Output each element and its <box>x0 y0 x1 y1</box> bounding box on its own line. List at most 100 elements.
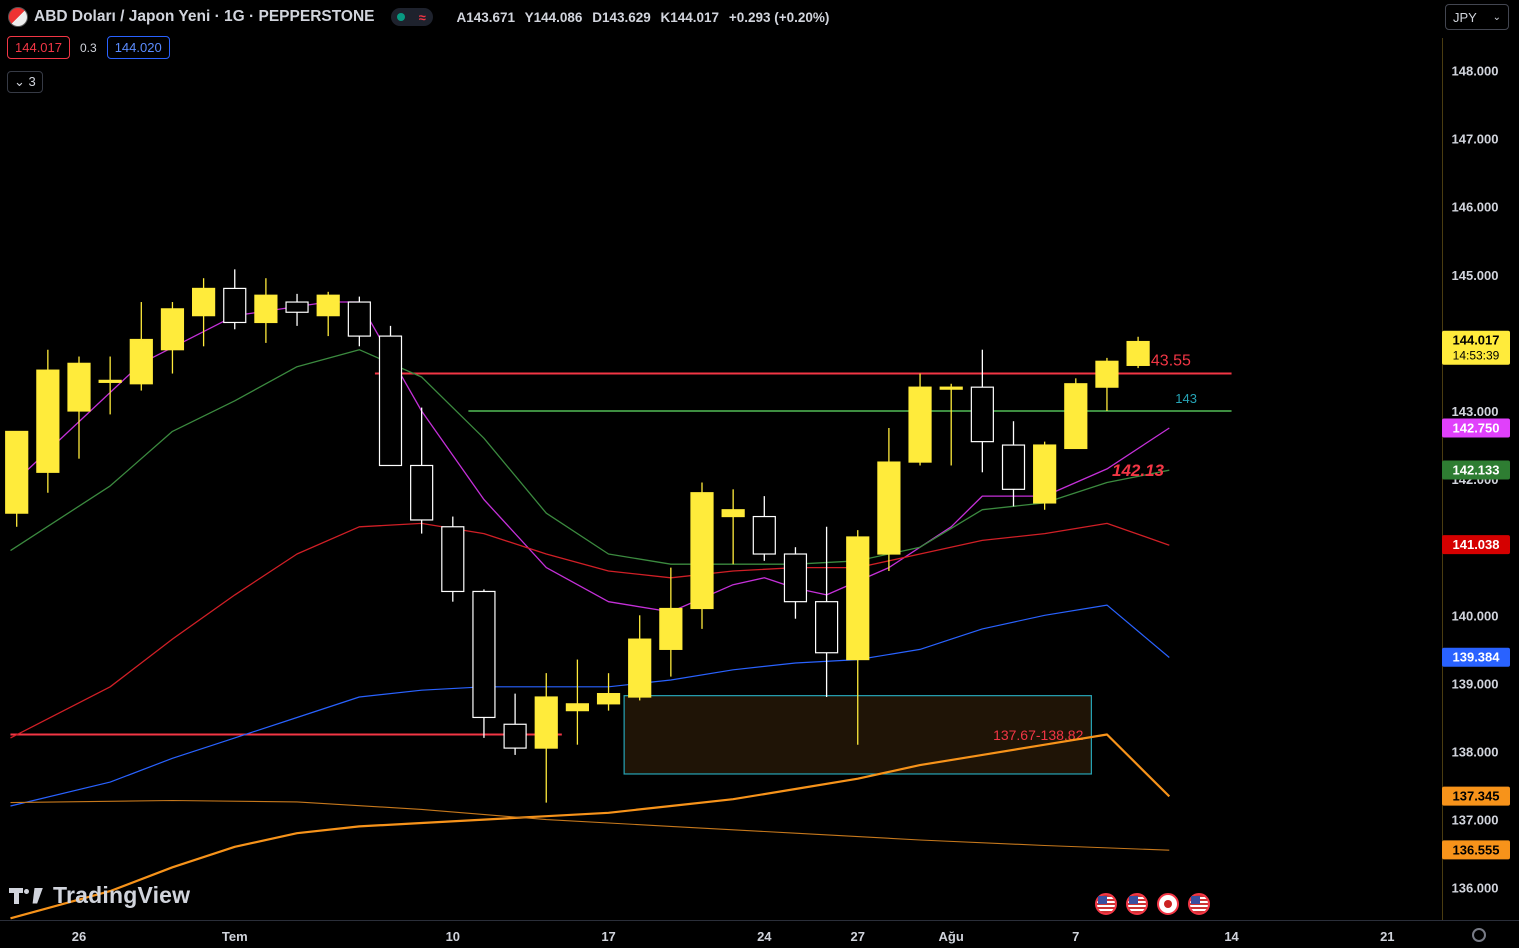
x-tick-label: 7 <box>1072 929 1079 944</box>
axis-price-label-bg <box>1442 786 1510 806</box>
candle <box>659 567 683 677</box>
candle-body <box>378 335 403 467</box>
axis-price-label: 142.750 <box>1442 418 1510 438</box>
x-tick-label: 24 <box>757 929 772 944</box>
axis-price-label-bg <box>1442 535 1510 555</box>
candle-body <box>160 308 185 351</box>
support-zone-label: 137.67-138.82 <box>993 727 1084 743</box>
candle-body <box>690 492 714 610</box>
candle <box>908 373 932 466</box>
candle-body <box>192 287 216 317</box>
y-tick-label: 145.000 <box>1452 268 1499 283</box>
candle <box>534 673 558 803</box>
axis-price-label-value: 137.345 <box>1453 789 1500 804</box>
x-tick-label: Ağu <box>939 929 964 944</box>
candle <box>160 302 185 374</box>
candle-body <box>596 693 621 705</box>
candle-body <box>908 386 932 463</box>
candle-body <box>67 362 91 412</box>
x-tick-label: 10 <box>446 929 460 944</box>
candle <box>970 349 994 473</box>
candle <box>192 278 216 347</box>
candle <box>596 673 621 711</box>
axis-price-label: 142.133 <box>1442 460 1510 480</box>
candle-body <box>36 369 60 473</box>
candle-body <box>877 461 901 555</box>
candle-body <box>1126 340 1150 366</box>
candle <box>285 293 309 326</box>
chevron-down-icon: ⌄ <box>1492 11 1501 23</box>
candle-body <box>752 515 776 555</box>
candle <box>67 356 91 459</box>
candle-body <box>98 379 122 383</box>
candle <box>503 693 527 755</box>
jp-event-flag-icon[interactable] <box>1157 893 1179 915</box>
candle-body <box>721 509 745 518</box>
y-tick-label: 147.000 <box>1452 132 1499 147</box>
candle <box>783 547 808 619</box>
price-annotation: 142.13 <box>1112 461 1165 480</box>
sell-button[interactable]: 144.017 <box>7 36 70 59</box>
candle <box>1033 441 1057 510</box>
us-event-flag-icon[interactable] <box>1095 893 1117 915</box>
candle <box>628 615 652 701</box>
moving-average-line <box>10 522 1170 739</box>
x-tick-label: 21 <box>1380 929 1394 944</box>
axis-price-label-bg <box>1442 418 1510 438</box>
symbol-flag-icon <box>8 7 28 27</box>
y-tick-label: 137.000 <box>1452 813 1499 828</box>
candle-body <box>534 696 558 749</box>
candle <box>316 291 340 337</box>
candle <box>1001 421 1026 507</box>
moving-average-line <box>10 349 1170 565</box>
candle <box>441 516 465 602</box>
moving-average-line <box>10 733 1171 920</box>
candle-body <box>565 703 590 712</box>
symbol-title[interactable]: ABD Doları / Japon Yeni · 1G · PEPPERSTO… <box>34 8 375 25</box>
y-tick-label: 146.000 <box>1452 200 1499 215</box>
candle <box>814 526 839 698</box>
candle <box>846 530 870 745</box>
y-tick-label: 143.000 <box>1452 404 1499 419</box>
y-tick-label: 138.000 <box>1452 745 1499 760</box>
x-tick-label: 14 <box>1224 929 1239 944</box>
candle <box>410 407 434 534</box>
candle <box>223 269 247 330</box>
candle-body <box>659 607 683 650</box>
axis-price-label-value: 142.133 <box>1453 463 1500 478</box>
candle-body <box>1001 444 1026 490</box>
axis-price-label-value: 141.038 <box>1453 537 1500 552</box>
candle-body <box>814 601 839 654</box>
candle-body <box>347 301 371 337</box>
buy-button[interactable]: 144.020 <box>106 36 170 59</box>
candle <box>378 325 403 467</box>
currency-select[interactable]: JPY ⌄ <box>1445 4 1509 30</box>
moving-average-line <box>10 799 1170 851</box>
indicators-toggle[interactable]: ⌄ 3 <box>7 71 43 93</box>
candle-body <box>628 638 652 698</box>
market-status[interactable]: ≈ <box>390 8 433 26</box>
candle-body <box>410 464 434 521</box>
axis-price-label-bg <box>1442 647 1510 667</box>
candle <box>752 496 776 561</box>
chevron-down-icon: ⌄ <box>14 74 25 89</box>
ohlc-change: +0.293 (+0.20%) <box>728 9 830 25</box>
us-event-flag-icon[interactable] <box>1126 893 1148 915</box>
candle <box>877 428 901 572</box>
candle <box>1064 378 1088 450</box>
axis-price-label: 136.555 <box>1442 840 1510 860</box>
ohlc-readout: A143.671 Y144.086 D143.629 K144.017 +0.2… <box>457 10 836 25</box>
tradingview-logo[interactable]: TradingView <box>9 882 190 909</box>
candle <box>1126 336 1150 369</box>
candle <box>36 349 60 493</box>
gear-icon[interactable] <box>1472 928 1486 942</box>
candle-body <box>285 301 309 313</box>
us-event-flag-icon[interactable] <box>1188 893 1210 915</box>
level-label-resistance: 143.55 <box>1142 353 1191 370</box>
chart-header: ABD Doları / Japon Yeni · 1G · PEPPERSTO… <box>0 0 1440 34</box>
axis-price-label: 141.038 <box>1442 535 1510 555</box>
candle-body <box>503 723 527 749</box>
level-label-green: 143 <box>1175 391 1197 406</box>
